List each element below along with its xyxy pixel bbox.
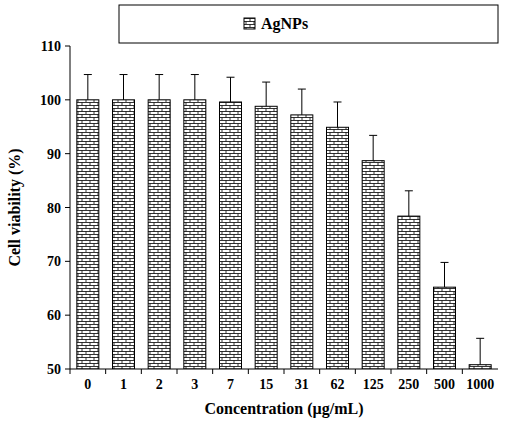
y-tick-label: 100 <box>40 93 61 108</box>
error-bar <box>84 75 92 100</box>
x-tick <box>141 369 142 374</box>
y-tick <box>65 315 70 316</box>
error-bar <box>298 89 306 115</box>
error-bar <box>476 338 484 364</box>
x-tick-label: 250 <box>398 377 419 392</box>
bar <box>291 115 313 369</box>
x-tick <box>355 369 356 374</box>
x-tick-label: 1 <box>120 377 127 392</box>
x-tick <box>284 369 285 374</box>
bar <box>113 100 135 369</box>
bar <box>77 100 99 369</box>
y-tick-label: 90 <box>47 147 61 162</box>
y-tick <box>65 153 70 154</box>
y-tick-label: 60 <box>47 308 61 323</box>
x-tick-label: 15 <box>259 377 273 392</box>
bars-group <box>77 75 491 369</box>
x-tick-label: 62 <box>331 377 345 392</box>
bar <box>220 102 242 369</box>
bar <box>434 287 456 369</box>
bar <box>255 106 277 369</box>
bar <box>469 365 491 369</box>
x-tick <box>177 369 178 374</box>
x-tick <box>462 369 463 374</box>
bar <box>398 216 420 369</box>
x-tick <box>426 369 427 374</box>
x-axis-label: Concentration (µg/mL) <box>205 400 364 418</box>
y-tick-label: 70 <box>47 254 61 269</box>
x-tick-label: 1000 <box>466 377 494 392</box>
error-bar <box>369 135 377 160</box>
y-tick <box>65 261 70 262</box>
error-bar <box>405 191 413 216</box>
y-tick <box>65 46 70 47</box>
x-tick-label: 2 <box>156 377 163 392</box>
error-bar <box>441 262 449 287</box>
legend-label: AgNPs <box>261 15 308 33</box>
chart-svg: 50 60 70 80 90 100 110 0 1 2 3 7 15 31 62 125 250 500 1000… <box>0 0 508 423</box>
x-tick-label: 0 <box>84 377 91 392</box>
x-tick <box>248 369 249 374</box>
x-tick-label: 31 <box>295 377 309 392</box>
legend-swatch <box>244 18 255 29</box>
x-tick <box>319 369 320 374</box>
y-tick <box>65 207 70 208</box>
y-tick-label: 80 <box>47 201 61 216</box>
legend-box <box>119 5 498 43</box>
x-tick <box>105 369 106 374</box>
error-bar <box>191 75 199 100</box>
y-tick <box>65 369 70 370</box>
bar <box>362 161 384 369</box>
y-axis-label: Cell viability (%) <box>6 148 24 266</box>
bar <box>148 100 170 369</box>
error-bar <box>334 102 342 127</box>
bar <box>184 100 206 369</box>
x-tick-label: 500 <box>434 377 455 392</box>
error-bar <box>120 75 128 100</box>
x-tick-label: 125 <box>363 377 384 392</box>
y-tick-label: 50 <box>47 362 61 377</box>
x-tick-label: 7 <box>227 377 234 392</box>
y-tick-label: 110 <box>41 39 61 54</box>
x-tick <box>212 369 213 374</box>
error-bar <box>155 75 163 100</box>
error-bar <box>227 77 235 102</box>
legend: AgNPs <box>119 5 498 43</box>
x-tick-label: 3 <box>191 377 198 392</box>
x-tick <box>391 369 392 374</box>
error-bar <box>262 82 270 106</box>
x-tick <box>70 369 71 374</box>
y-tick <box>65 99 70 100</box>
bar <box>327 127 349 369</box>
chart-container: 50 60 70 80 90 100 110 0 1 2 3 7 15 31 62 125 250 500 1000… <box>0 0 508 423</box>
